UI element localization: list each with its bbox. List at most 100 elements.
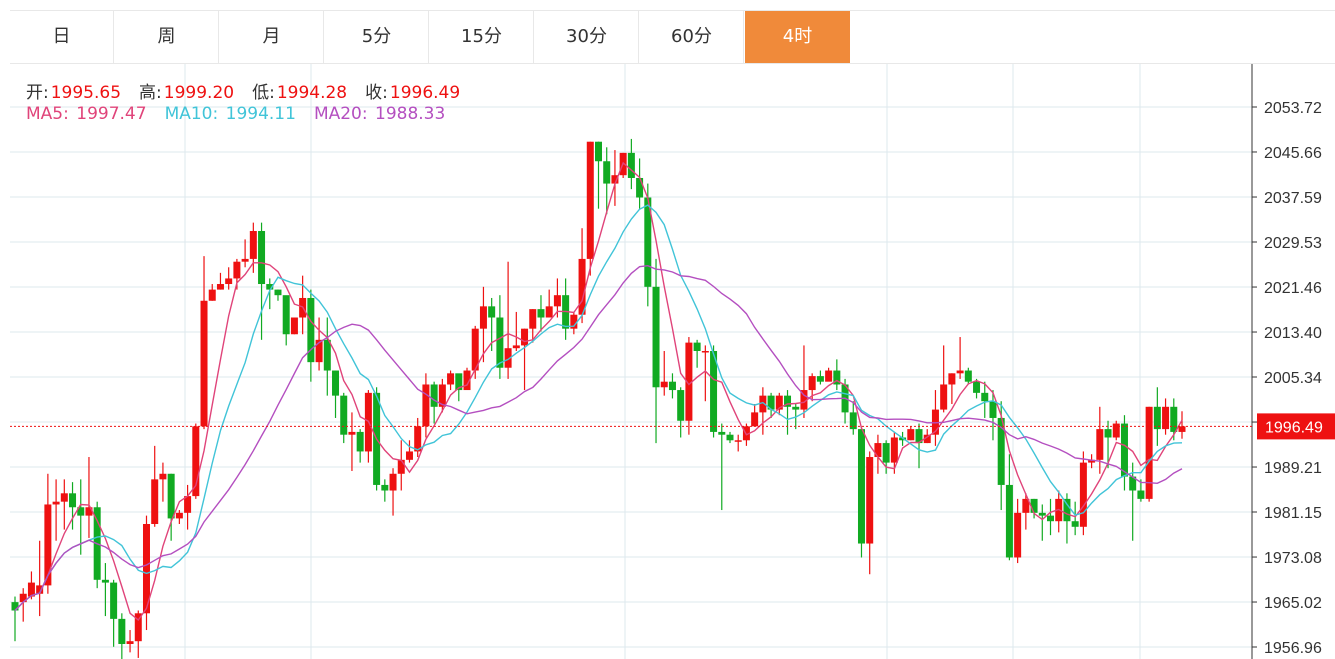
candles [11,138,1186,659]
period-tabs: 日 周 月 5分 15分 30分 60分 4时 [10,10,1335,64]
y-tick-label: 1973.08 [1264,550,1322,567]
candle-body [315,339,323,363]
candle-body [496,317,504,368]
current-price-label: 1996.49 [1265,419,1323,436]
candle-body [627,152,635,178]
close-value: 1996.49 [389,83,461,103]
candle-body [1038,512,1046,516]
candle-body [225,278,233,285]
ma10-label: MA10: [164,104,219,124]
candle-body [775,395,783,410]
candle-body [956,370,964,374]
candle-body [290,317,298,335]
candle-body [693,342,701,351]
price-axis: 2053.72 2045.66 2037.59 2029.53 2021.46 2013.… [1251,64,1322,659]
candle-body [603,161,611,184]
candle-body [529,309,537,329]
candle-body [479,306,487,329]
candle-body [60,493,68,502]
candle-body [77,507,85,516]
ma20-line [14,264,1183,611]
y-tick-label: 2053.72 [1264,100,1322,117]
ma20-label: MA20: [313,104,368,124]
candle-body [11,602,19,611]
candle-body [521,328,529,346]
candle-body [134,613,142,642]
candle-body [701,350,709,353]
candle-body [981,392,989,402]
low-label: 低: [252,83,275,103]
current-price-badge [1257,413,1335,440]
tab-5min[interactable]: 5分 [325,11,429,63]
candle-body [923,434,931,444]
tab-30min[interactable]: 30分 [535,11,639,63]
candle-body [792,406,800,410]
candle-body [1137,490,1145,499]
candle-body [800,390,808,410]
ma5-line [14,161,1183,622]
candlestick-chart[interactable]: 2053.72 2045.66 2037.59 2029.53 2021.46 2013.… [0,64,1335,659]
candle-body [151,479,159,524]
candle-body [989,401,997,418]
candle-body [1170,406,1178,432]
candle-body [644,197,652,287]
tab-60min[interactable]: 60分 [640,11,744,63]
candle-body [882,443,890,463]
candle-body [685,342,693,421]
candle-body [537,309,545,318]
ma-readout: MA5: 1997.47 MA10: 1994.11 MA20: 1988.33 [26,104,447,124]
candle-body [1030,498,1038,513]
tab-week[interactable]: 周 [115,11,219,63]
candle-body [447,373,455,385]
candle-body [1153,406,1161,430]
candle-body [397,459,405,474]
candle-body [52,501,60,505]
candle-body [282,295,290,335]
ma10-value: 1994.11 [225,104,296,124]
candle-body [159,473,167,480]
candle-body [142,523,150,614]
candle-body [167,473,175,519]
candle-body [553,295,561,307]
y-tick-label: 2037.59 [1264,190,1322,207]
candle-body [1063,498,1071,522]
candle-body [69,493,77,508]
candle-body [833,370,841,385]
open-value: 1995.65 [50,83,122,103]
y-tick-label: 1981.15 [1264,505,1322,522]
candle-body [940,384,948,410]
candle-body [668,381,676,391]
candle-body [332,370,340,396]
candle-body [463,370,471,391]
y-tick-label: 1956.96 [1264,640,1322,657]
candle-body [1104,429,1112,438]
candle-body [1079,462,1087,527]
candle-body [258,231,266,285]
candle-body [101,579,109,583]
candle-body [964,370,972,382]
candle-body [126,641,134,644]
candle-body [208,289,216,301]
candle-body [381,484,389,491]
tab-4hour[interactable]: 4时 [745,11,850,63]
candle-body [857,429,865,544]
ohlc-readout: 开: 1995.65 高: 1999.20 低: 1994.28 收: 1996.49 [26,78,462,103]
tab-month[interactable]: 月 [220,11,324,63]
y-tick-label: 2029.53 [1264,235,1322,252]
y-tick-label: 2013.40 [1264,325,1322,342]
candle-body [118,618,126,644]
candle-body [849,412,857,430]
candle-body [27,582,35,597]
tab-15min[interactable]: 15分 [430,11,534,63]
ma5-value: 1997.47 [76,104,147,124]
candle-body [948,373,956,385]
candle-body [44,504,52,586]
tab-day[interactable]: 日 [10,11,114,63]
candle-body [249,231,257,259]
candle-body [874,443,882,458]
candle-body [438,384,446,407]
candle-body [340,395,348,435]
candle-body [545,306,553,318]
candle-body [241,258,249,262]
candle-body [36,585,44,594]
